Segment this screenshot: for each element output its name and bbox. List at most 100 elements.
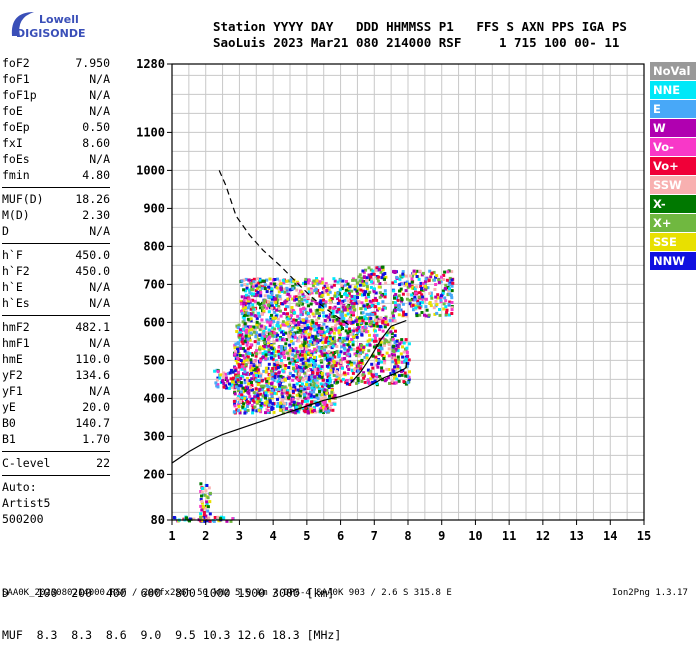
echo-point — [316, 376, 320, 380]
echo-point — [383, 338, 387, 342]
echo-point — [229, 368, 233, 372]
echo-point — [336, 380, 339, 384]
echo-point — [311, 343, 315, 346]
echo-point — [295, 350, 299, 354]
echo-point — [364, 299, 368, 303]
echo-point — [360, 343, 364, 347]
echo-point — [303, 385, 307, 389]
echo-point — [284, 323, 288, 327]
param-key: MUF(D) — [2, 192, 44, 206]
echo-point — [350, 301, 354, 305]
echo-point — [423, 280, 427, 284]
echo-point — [404, 289, 408, 293]
echo-point — [270, 313, 273, 317]
echo-point — [383, 306, 387, 310]
echo-point — [369, 324, 373, 328]
echo-point — [434, 283, 438, 286]
echo-point — [343, 346, 346, 350]
echo-point — [237, 370, 240, 374]
echo-point — [267, 377, 271, 381]
echo-point — [430, 271, 434, 275]
echo-point — [438, 308, 441, 311]
echo-point — [260, 318, 264, 322]
echo-point — [258, 333, 262, 337]
echo-point — [311, 350, 315, 354]
echo-point — [316, 330, 320, 334]
echo-point — [326, 318, 329, 321]
echo-point — [244, 389, 248, 393]
param-row-yf1: yF1 N/A — [2, 384, 110, 400]
param-row-d: D N/A — [2, 224, 110, 240]
echo-point — [305, 300, 309, 304]
echo-point — [442, 302, 446, 306]
echo-point — [241, 386, 245, 390]
echo-point — [240, 333, 244, 336]
param-row-he: h`E N/A — [2, 280, 110, 296]
logo-graphic: Lowell DIGISONDE — [11, 12, 85, 40]
echo-point — [333, 343, 337, 347]
echo-point — [270, 306, 274, 310]
param-key: foF2 — [2, 56, 30, 70]
echo-point — [347, 292, 351, 296]
echo-point — [376, 365, 380, 369]
echo-point — [364, 317, 368, 321]
echo-point — [265, 394, 269, 398]
echo-point — [307, 383, 311, 387]
echo-point — [284, 397, 288, 401]
echo-point — [322, 411, 325, 414]
echo-point — [372, 339, 376, 343]
echo-point — [299, 358, 303, 362]
echo-point — [289, 278, 293, 282]
echo-point — [288, 394, 292, 398]
chart-curves — [171, 170, 407, 464]
echo-point — [273, 335, 276, 338]
echo-point — [323, 331, 326, 335]
echo-point — [238, 328, 242, 332]
echo-point — [275, 324, 279, 327]
echo-point — [413, 287, 417, 291]
echo-point — [344, 306, 348, 310]
echo-point — [365, 279, 369, 283]
echo-point — [341, 357, 345, 361]
echo-point — [346, 282, 350, 286]
echo-point — [412, 308, 415, 312]
echo-point — [395, 342, 399, 346]
echo-point — [279, 288, 283, 292]
echo-point — [282, 351, 286, 355]
echo-point — [267, 348, 271, 352]
echo-point — [263, 304, 267, 308]
echo-point — [250, 397, 254, 401]
echo-point — [335, 370, 339, 374]
echo-point — [350, 347, 354, 351]
echo-point — [231, 517, 235, 521]
echo-point — [373, 320, 377, 324]
echo-point — [233, 389, 237, 392]
echo-point — [281, 369, 285, 373]
echo-point — [353, 308, 357, 312]
echo-point — [417, 277, 421, 281]
echo-point — [404, 349, 408, 353]
echo-point — [372, 290, 376, 294]
echo-point — [310, 363, 314, 367]
echo-point — [252, 391, 256, 395]
echo-point — [222, 382, 226, 385]
param-row-b1: B1 1.70 — [2, 432, 110, 448]
legend-item-ssw: SSW — [650, 176, 696, 194]
echo-point — [407, 377, 411, 381]
echo-point — [281, 385, 284, 389]
echo-point — [346, 337, 349, 341]
echo-point — [341, 366, 344, 370]
echo-point — [204, 514, 208, 518]
echo-point — [398, 289, 401, 293]
echo-point — [283, 378, 287, 382]
echo-point — [331, 367, 335, 371]
echo-point — [281, 320, 285, 324]
echo-point — [295, 288, 299, 292]
echo-point — [297, 339, 301, 343]
echo-point — [272, 379, 276, 383]
echo-point — [437, 281, 441, 284]
echo-point — [302, 391, 306, 395]
echo-point — [207, 516, 211, 520]
echo-point — [283, 338, 287, 342]
echo-point — [343, 373, 347, 377]
